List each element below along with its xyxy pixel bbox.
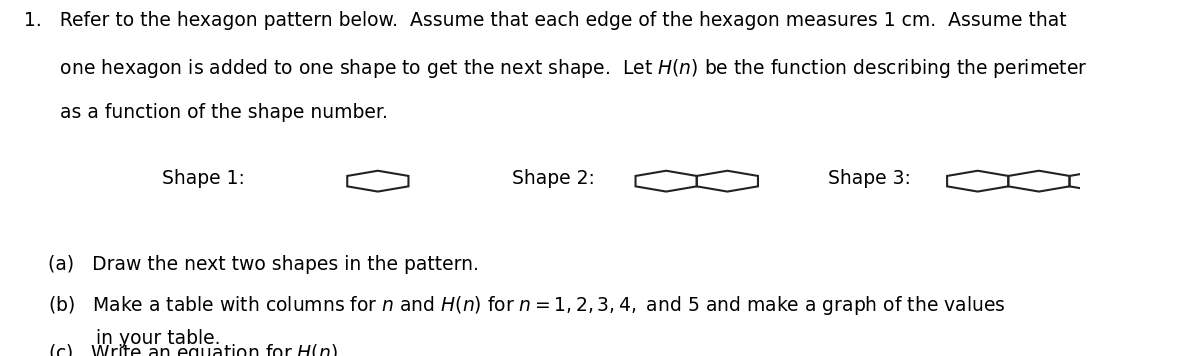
Text: 1.   Refer to the hexagon pattern below.  Assume that each edge of the hexagon m: 1. Refer to the hexagon pattern below. A… [24, 11, 1067, 30]
Text: (a)   Draw the next two shapes in the pattern.: (a) Draw the next two shapes in the patt… [48, 255, 479, 273]
Text: one hexagon is added to one shape to get the next shape.  Let $H(n)$ be the func: one hexagon is added to one shape to get… [24, 57, 1087, 80]
Text: (b)   Make a table with columns for $n$ and $H(n)$ for $n = 1, 2, 3, 4,$ and $5$: (b) Make a table with columns for $n$ an… [48, 294, 1006, 317]
Text: Shape 3:: Shape 3: [828, 168, 911, 188]
Text: Shape 2:: Shape 2: [512, 168, 595, 188]
Text: (c)   Write an equation for $H(n)$.: (c) Write an equation for $H(n)$. [48, 342, 343, 356]
Text: as a function of the shape number.: as a function of the shape number. [24, 103, 388, 122]
Text: Shape 1:: Shape 1: [162, 168, 245, 188]
Text: in your table.: in your table. [48, 329, 221, 348]
